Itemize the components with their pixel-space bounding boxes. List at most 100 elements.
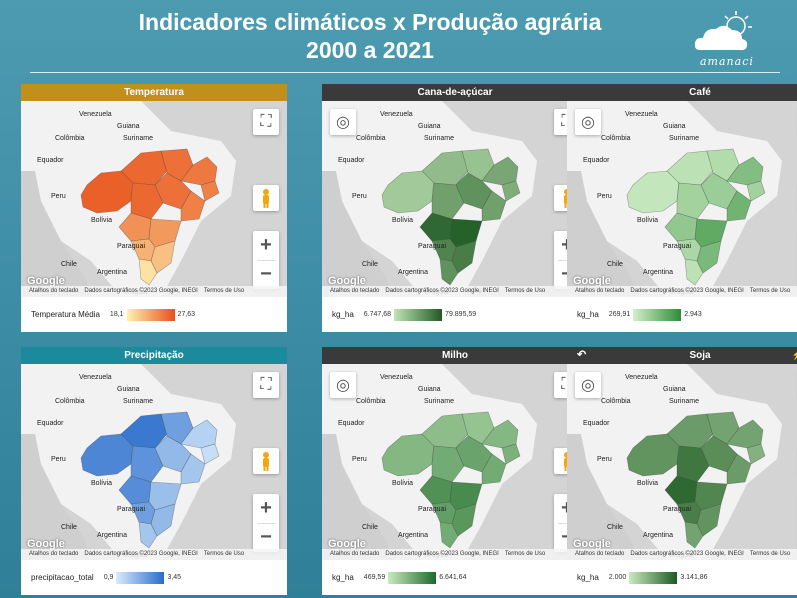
state-region[interactable]	[150, 240, 176, 274]
map-label-chile: Chile	[61, 524, 77, 531]
footer-terms[interactable]: Termos de Uso	[749, 288, 791, 294]
locate-icon[interactable]: ◎	[575, 372, 601, 398]
state-region[interactable]	[150, 503, 176, 537]
state-region[interactable]	[726, 190, 752, 222]
state-region[interactable]	[501, 180, 521, 202]
map-label-equador: Equador	[37, 420, 64, 427]
state-region[interactable]	[501, 443, 521, 465]
state-region[interactable]	[200, 443, 220, 465]
legend-min-value: 0,9	[103, 574, 114, 581]
footer-shortcuts[interactable]: Atalhos do teclado	[575, 288, 625, 294]
map-label-paraguai: Paraguai	[663, 506, 692, 513]
footer-shortcuts[interactable]: Atalhos do teclado	[29, 288, 79, 294]
state-region[interactable]	[439, 521, 459, 549]
state-region[interactable]	[451, 240, 477, 274]
legend-gradient-bar	[116, 571, 165, 584]
legend-max-value: 6.641,64	[439, 574, 467, 581]
map-label-suriname: Suriname	[424, 398, 454, 405]
map-label-bolivia: Bolívia	[637, 480, 659, 487]
state-region[interactable]	[696, 503, 722, 537]
map-view[interactable]: Venezuela Guiana Suriname Colômbia Equador Pe…	[322, 101, 588, 297]
fullscreen-icon[interactable]: ⛶	[253, 109, 279, 135]
state-region[interactable]	[180, 453, 206, 485]
map-label-venezuela: Venezuela	[380, 374, 413, 381]
pegman-icon[interactable]	[253, 448, 279, 474]
footer-terms[interactable]: Termos de Uso	[504, 551, 546, 557]
chart-panel-1: Cana-de-açúcar Venezuela Guiana Suriname Col…	[322, 84, 588, 332]
map-view[interactable]: Venezuela Guiana Suriname Colômbia Equador Pe…	[567, 101, 797, 297]
map-view[interactable]: Venezuela Guiana Suriname Colômbia Equador Pe…	[21, 364, 287, 560]
state-region[interactable]	[684, 258, 704, 286]
legend-gradient-bar	[388, 571, 437, 584]
footer-shortcuts[interactable]: Atalhos do teclado	[330, 551, 380, 557]
map-label-colombia: Colômbia	[55, 398, 85, 405]
state-region[interactable]	[626, 433, 680, 477]
state-region[interactable]	[138, 521, 158, 549]
google-logo[interactable]: Google	[573, 275, 611, 287]
map-view[interactable]: Venezuela Guiana Suriname Colômbia Equador Pe…	[567, 364, 797, 560]
panel-title-text: Precipitação	[124, 350, 184, 361]
footer-shortcuts[interactable]: Atalhos do teclado	[330, 288, 380, 294]
state-region[interactable]	[746, 443, 766, 465]
map-label-venezuela: Venezuela	[625, 111, 658, 118]
panel-title: Café	[567, 84, 797, 101]
state-region[interactable]	[726, 453, 752, 485]
state-region[interactable]	[481, 453, 507, 485]
map-label-colombia: Colômbia	[55, 135, 85, 142]
zoom-out-button[interactable]: −	[260, 526, 272, 548]
undo-icon[interactable]: ↶	[577, 349, 587, 361]
footer-terms[interactable]: Termos de Uso	[203, 288, 245, 294]
google-logo[interactable]: Google	[328, 538, 366, 550]
state-region[interactable]	[746, 180, 766, 202]
fullscreen-icon[interactable]: ⛶	[253, 372, 279, 398]
map-label-equador: Equador	[37, 157, 64, 164]
locate-icon[interactable]: ◎	[330, 372, 356, 398]
map-label-guiana: Guiana	[117, 123, 140, 130]
google-logo[interactable]: Google	[328, 275, 366, 287]
locate-icon[interactable]: ◎	[330, 109, 356, 135]
map-label-suriname: Suriname	[669, 398, 699, 405]
footer-terms[interactable]: Termos de Uso	[504, 288, 546, 294]
map-label-guiana: Guiana	[663, 386, 686, 393]
legend-max-value: 27,63	[177, 311, 196, 318]
google-logo[interactable]: Google	[27, 275, 65, 287]
state-region[interactable]	[80, 170, 134, 214]
footer-terms[interactable]: Termos de Uso	[749, 551, 791, 557]
state-region[interactable]	[481, 190, 507, 222]
state-region[interactable]	[381, 433, 435, 477]
google-logo[interactable]: Google	[573, 538, 611, 550]
state-region[interactable]	[180, 190, 206, 222]
map-label-peru: Peru	[51, 193, 66, 200]
legend-max-value: 3,45	[167, 574, 182, 581]
state-region[interactable]	[381, 170, 435, 214]
zoom-out-button[interactable]: −	[260, 263, 272, 285]
zoom-in-button[interactable]: +	[260, 497, 272, 519]
state-region[interactable]	[138, 258, 158, 286]
state-region[interactable]	[684, 521, 704, 549]
footer-attribution: Dados cartográficos ©2023 Google, INEGI	[385, 288, 499, 294]
footer-shortcuts[interactable]: Atalhos do teclado	[29, 551, 79, 557]
map-label-guiana: Guiana	[663, 123, 686, 130]
panel-title-text: Cana-de-açúcar	[417, 87, 493, 98]
legend-min-value: 18,1	[109, 311, 124, 318]
footer-terms[interactable]: Termos de Uso	[203, 551, 245, 557]
pegman-icon[interactable]	[253, 185, 279, 211]
map-geography	[567, 364, 797, 560]
state-region[interactable]	[696, 240, 722, 274]
locate-icon[interactable]: ◎	[575, 109, 601, 135]
bolt-icon[interactable]: ⚡	[792, 347, 797, 364]
state-region[interactable]	[451, 503, 477, 537]
footer-shortcuts[interactable]: Atalhos do teclado	[575, 551, 625, 557]
zoom-in-button[interactable]: +	[260, 234, 272, 256]
state-region[interactable]	[626, 170, 680, 214]
map-view[interactable]: Venezuela Guiana Suriname Colômbia Equador Pe…	[322, 364, 588, 560]
state-region[interactable]	[439, 258, 459, 286]
map-label-suriname: Suriname	[123, 398, 153, 405]
map-view[interactable]: Venezuela Guiana Suriname Colômbia Equador Pe…	[21, 101, 287, 297]
google-logo[interactable]: Google	[27, 538, 65, 550]
state-region[interactable]	[80, 433, 134, 477]
map-label-chile: Chile	[607, 261, 623, 268]
color-legend: kg_ha 469,59 6.641,64	[322, 560, 588, 595]
state-region[interactable]	[200, 180, 220, 202]
map-label-colombia: Colômbia	[601, 135, 631, 142]
